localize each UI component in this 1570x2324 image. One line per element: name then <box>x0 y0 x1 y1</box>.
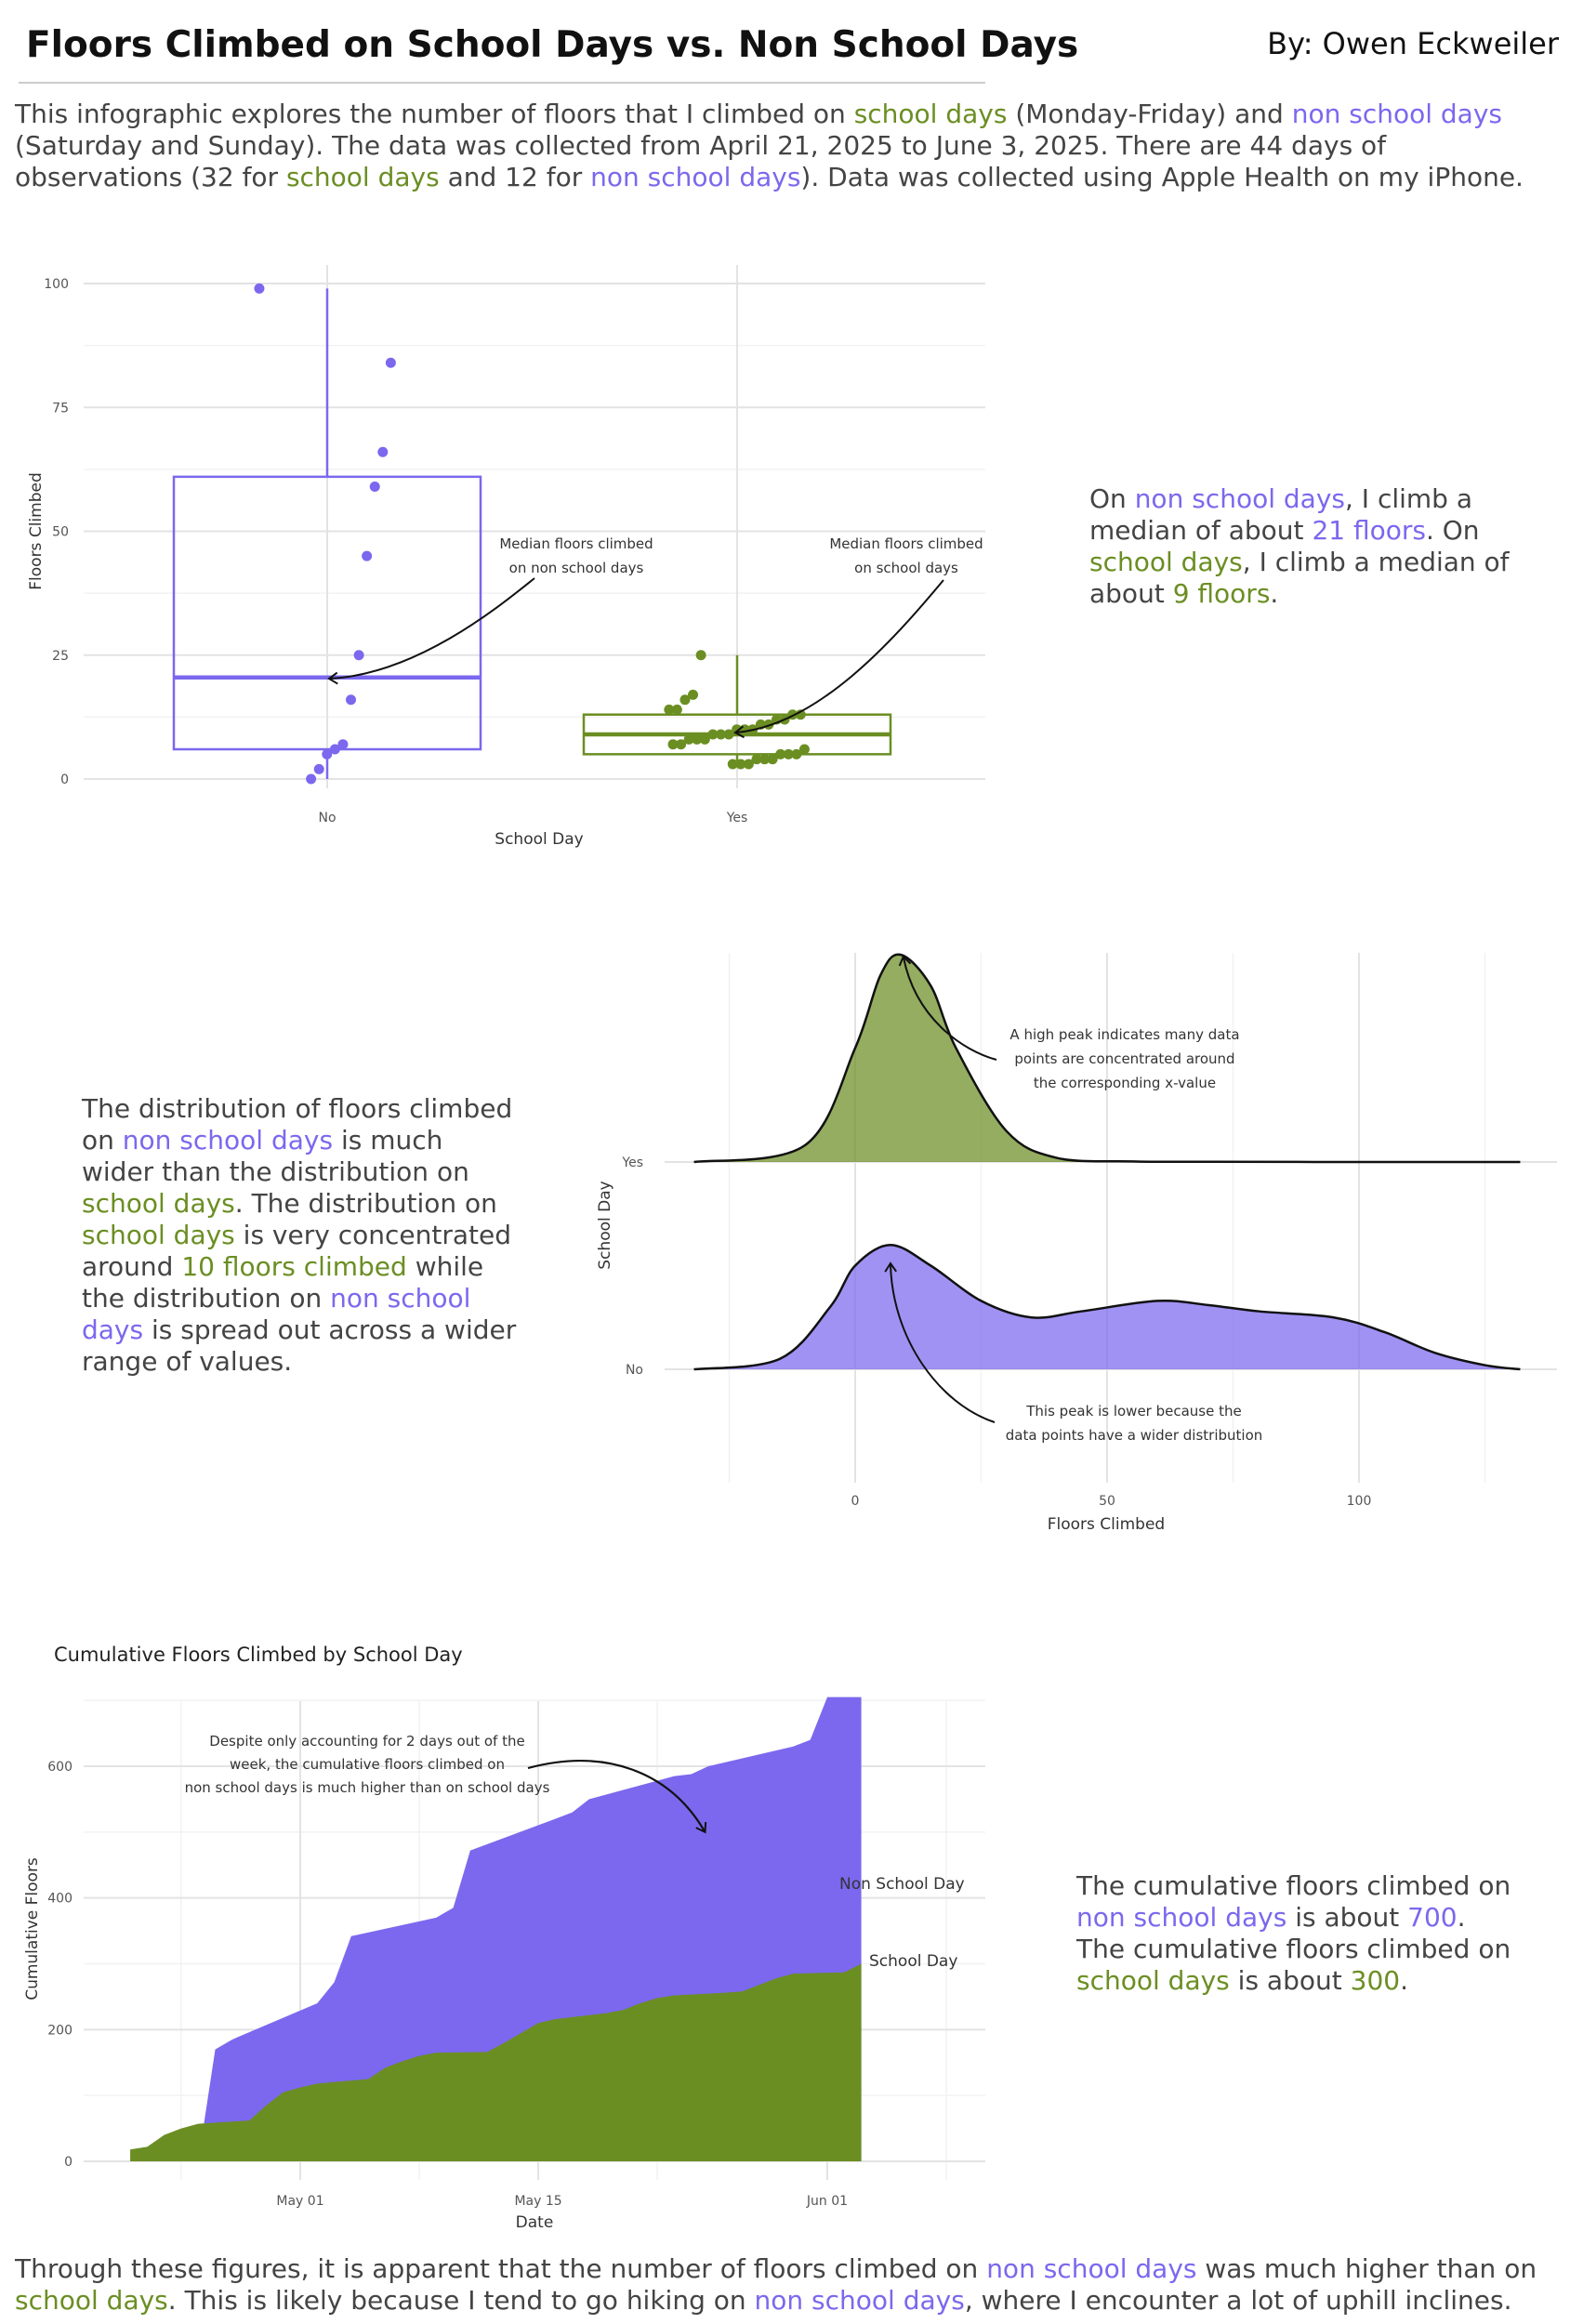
data-point <box>735 759 746 770</box>
data-point <box>743 759 754 770</box>
data-point <box>707 729 719 740</box>
y-tick-label: Yes <box>621 1155 643 1170</box>
annotation-text: on non school days <box>509 560 644 576</box>
y-axis-label: Cumulative Floors <box>23 1857 42 2000</box>
page-title: Floors Climbed on School Days vs. Non Sc… <box>26 24 1079 66</box>
data-point <box>337 739 349 750</box>
density-area-yes <box>693 954 1521 1163</box>
data-point <box>353 650 364 661</box>
author-byline: By: Owen Eckweiler <box>1267 26 1559 61</box>
data-point <box>715 729 726 740</box>
title-divider <box>19 82 985 84</box>
annotation-arrow <box>733 579 944 739</box>
data-point <box>369 482 380 493</box>
data-point <box>667 739 679 750</box>
data-point <box>688 689 699 700</box>
y-tick-label: 50 <box>52 525 69 540</box>
data-point <box>692 733 703 745</box>
x-axis-label: Date <box>516 2213 554 2232</box>
density-summary-note: The distribution of floors climbed on no… <box>82 1093 517 1377</box>
y-tick-label: 0 <box>60 772 69 787</box>
y-tick-label: 75 <box>52 401 69 416</box>
data-point <box>306 773 317 785</box>
data-point <box>699 733 710 745</box>
data-point <box>671 704 682 715</box>
series-label-school-day: School Day <box>869 1952 957 1971</box>
data-point <box>322 748 333 759</box>
annotation-arrow <box>884 1261 996 1423</box>
y-axis-label: Floors Climbed <box>27 472 46 589</box>
annotation-text: week, the cumulative floors climbed on <box>230 1756 505 1773</box>
data-point <box>751 754 762 765</box>
density-area-no <box>693 1245 1521 1369</box>
x-axis-label: Floors Climbed <box>1048 1515 1165 1534</box>
data-point <box>775 748 786 759</box>
data-point <box>683 733 694 745</box>
x-tick-label: Yes <box>726 811 748 825</box>
annotation-text: on school days <box>854 560 958 576</box>
y-tick-label: 600 <box>47 1760 73 1775</box>
cumulative-summary-note: The cumulative floors climbed on non sch… <box>1076 1870 1511 1996</box>
boxplot-summary-note: On non school days, I climb a median of … <box>1089 483 1510 609</box>
annotation-arrow <box>898 955 997 1061</box>
y-tick-label: 100 <box>44 277 69 292</box>
annotation-text: Median floors climbed <box>499 535 653 552</box>
data-point <box>346 694 357 706</box>
x-tick-label: May 15 <box>514 2194 561 2209</box>
y-tick-label: 200 <box>47 2023 73 2038</box>
annotation-text: Despite only accounting for 2 days out o… <box>209 1733 524 1750</box>
density-outline-no <box>693 1243 1521 1371</box>
data-point <box>313 763 324 774</box>
y-tick-label: 25 <box>52 649 69 664</box>
x-tick-label: May 01 <box>276 2194 323 2209</box>
area-school-day <box>130 1963 862 2161</box>
data-point <box>679 694 691 706</box>
annotation-text: the corresponding x-value <box>1034 1075 1216 1091</box>
data-point <box>254 283 265 294</box>
data-point <box>723 729 734 740</box>
annotation-text: A high peak indicates many data <box>1009 1026 1239 1043</box>
x-tick-label: Jun 01 <box>806 2194 848 2209</box>
y-axis-label: School Day <box>596 1181 614 1269</box>
data-point <box>727 759 738 770</box>
data-point <box>759 754 771 765</box>
intro-paragraph: This infographic explores the number of … <box>15 99 1524 192</box>
x-tick-label: 100 <box>1347 1494 1372 1509</box>
data-point <box>798 744 810 755</box>
x-tick-label: 0 <box>851 1494 860 1509</box>
annotation-text: non school days is much higher than on s… <box>185 1779 550 1796</box>
data-point <box>695 650 706 661</box>
data-point <box>783 748 794 759</box>
x-tick-label: 50 <box>1099 1494 1115 1509</box>
y-tick-label: No <box>626 1363 643 1378</box>
annotation-arrow <box>327 577 535 685</box>
data-point <box>385 357 396 368</box>
y-tick-label: 0 <box>64 2155 73 2170</box>
data-point <box>664 704 675 715</box>
annotation-text: This peak is lower because the <box>1025 1403 1241 1419</box>
y-tick-label: 400 <box>47 1892 73 1907</box>
x-tick-label: No <box>318 811 336 825</box>
data-point <box>791 748 802 759</box>
chart-title: Cumulative Floors Climbed by School Day <box>54 1644 463 1666</box>
data-point <box>362 550 373 561</box>
annotation-text: points are concentrated around <box>1014 1050 1234 1067</box>
data-point <box>377 446 389 457</box>
annotation-arrow <box>527 1760 707 1834</box>
density-outline-yes <box>693 953 1521 1164</box>
annotation-text: Median floors climbed <box>829 535 983 552</box>
data-point <box>767 754 778 765</box>
data-point <box>329 744 340 755</box>
annotation-text: data points have a wider distribution <box>1006 1427 1263 1444</box>
conclusion-paragraph: Through these figures, it is apparent th… <box>15 2253 1537 2316</box>
series-label-non-school-day: Non School Day <box>839 1875 965 1894</box>
x-axis-label: School Day <box>495 830 583 849</box>
data-point <box>676 739 687 750</box>
